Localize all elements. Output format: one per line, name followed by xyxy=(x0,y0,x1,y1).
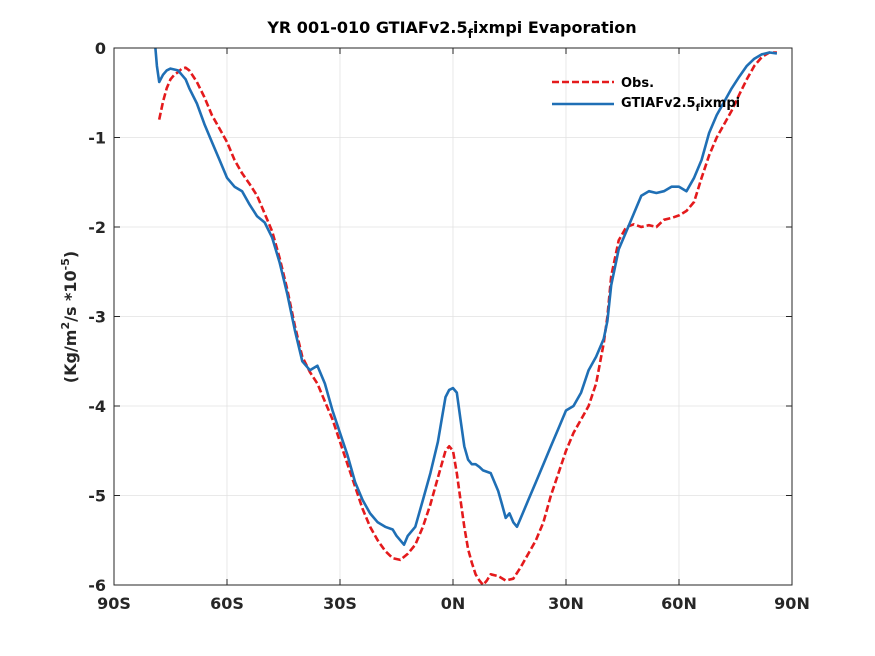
legend-label-model-tail: ixmpi xyxy=(700,96,740,111)
x-tick-label: 30N xyxy=(548,594,584,613)
x-tick-label: 90S xyxy=(97,594,131,613)
chart-title-subscript: f xyxy=(468,27,474,41)
y-axis-label-part-b: /s *10 xyxy=(61,270,80,322)
legend-label-obs: Obs. xyxy=(621,76,654,91)
legend-label-model-main: GTIAFv2.5 xyxy=(621,96,696,111)
y-tick-label: -4 xyxy=(88,397,106,416)
chart-title-main: YR 001-010 GTIAFv2.5 xyxy=(266,18,467,37)
x-tick-label: 0N xyxy=(441,594,466,613)
y-tick-label: -2 xyxy=(88,218,106,237)
y-axis-label-part-c: ) xyxy=(61,251,80,258)
y-tick-label: -6 xyxy=(88,576,106,595)
x-tick-label: 60S xyxy=(210,594,244,613)
series-layer xyxy=(154,47,778,587)
y-axis-label-superscript-1: 2 xyxy=(59,322,72,330)
y-tick-label: -1 xyxy=(88,129,106,148)
legend: Obs. GTIAFv2.5fixmpi xyxy=(552,76,740,114)
legend-label-model: GTIAFv2.5fixmpi xyxy=(621,96,740,114)
y-tick-label: -5 xyxy=(88,487,106,506)
x-tick-label: 30S xyxy=(323,594,357,613)
series-line-model xyxy=(154,47,778,547)
ticks: 90S 60S 30S 0N 30N 60N 90N 0 -1 -2 -3 -4 -5 -6 xyxy=(88,39,810,613)
y-tick-label: -3 xyxy=(88,308,106,327)
chart-title-tail: ixmpi Evaporation xyxy=(473,18,637,37)
y-axis-label-part-a: (Kg/m xyxy=(61,330,80,384)
y-tick-label: 0 xyxy=(95,39,106,58)
x-tick-label: 60N xyxy=(661,594,697,613)
chart-title: YR 001-010 GTIAFv2.5fixmpi Evaporation xyxy=(266,18,636,41)
legend-label-model-subscript: f xyxy=(696,103,701,114)
y-axis-label: (Kg/m2/s *10-5) xyxy=(59,251,80,383)
y-axis-label-superscript-2: -5 xyxy=(59,258,72,270)
series-line-obs xyxy=(157,51,777,587)
x-tick-label: 90N xyxy=(774,594,810,613)
